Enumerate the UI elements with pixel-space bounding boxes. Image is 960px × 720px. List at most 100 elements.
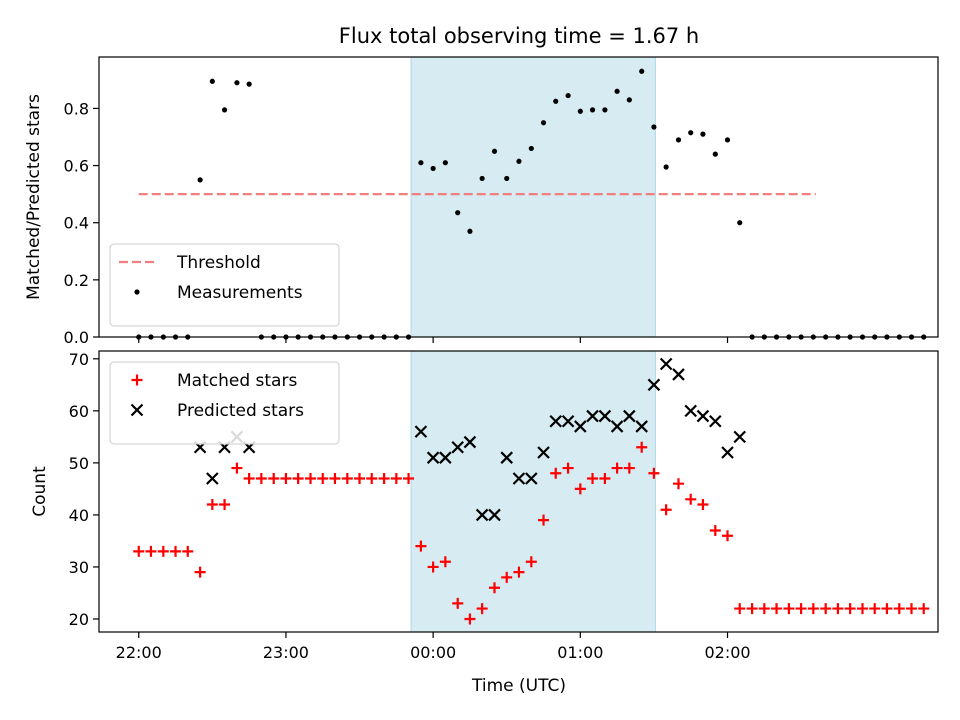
data-point bbox=[697, 499, 709, 511]
y-tick-label: 40 bbox=[69, 506, 89, 525]
data-point bbox=[598, 409, 612, 423]
data-point bbox=[305, 472, 317, 484]
data-point bbox=[403, 472, 415, 484]
data-point bbox=[538, 514, 550, 526]
data-point bbox=[516, 158, 522, 164]
data-point bbox=[317, 472, 329, 484]
data-point bbox=[489, 582, 501, 594]
data-point bbox=[893, 603, 905, 615]
data-point bbox=[660, 504, 672, 516]
data-point bbox=[418, 160, 424, 166]
data-point bbox=[675, 137, 682, 143]
data-point bbox=[463, 435, 477, 449]
legend: Threshold Measurements bbox=[109, 243, 340, 327]
data-point bbox=[476, 603, 488, 615]
y-tick-label: 0.0 bbox=[64, 328, 89, 347]
data-point bbox=[219, 499, 231, 511]
data-point bbox=[354, 472, 366, 484]
data-point bbox=[832, 603, 844, 615]
data-point bbox=[709, 525, 721, 537]
data-point bbox=[504, 175, 510, 182]
data-point bbox=[243, 472, 255, 484]
data-point bbox=[906, 603, 918, 615]
data-point bbox=[586, 409, 599, 423]
data-point bbox=[427, 561, 439, 573]
data-point bbox=[479, 175, 485, 182]
data-point bbox=[512, 472, 526, 485]
y-tick-label: 20 bbox=[69, 610, 89, 629]
data-point bbox=[464, 613, 476, 625]
y-axis-label: Count bbox=[30, 466, 50, 517]
data-point bbox=[452, 597, 464, 609]
y-tick-label: 60 bbox=[69, 402, 89, 421]
data-point bbox=[234, 80, 240, 86]
x-tick-label: 00:00 bbox=[410, 643, 456, 662]
data-point bbox=[194, 566, 206, 578]
data-point bbox=[500, 451, 514, 464]
data-point bbox=[565, 92, 571, 99]
data-point bbox=[577, 108, 583, 114]
data-point bbox=[537, 446, 550, 459]
data-point bbox=[430, 165, 436, 172]
y-tick-label: 0.4 bbox=[64, 214, 89, 233]
data-point bbox=[771, 603, 783, 615]
data-point bbox=[869, 603, 881, 615]
data-point bbox=[562, 462, 574, 474]
data-point bbox=[550, 467, 562, 479]
data-point bbox=[636, 441, 648, 453]
data-point bbox=[574, 483, 586, 495]
data-point bbox=[574, 420, 587, 433]
plot-frame bbox=[98, 56, 939, 338]
legend-swatch bbox=[134, 289, 140, 295]
x-axis-label: Time (UTC) bbox=[471, 676, 566, 696]
data-point bbox=[197, 177, 203, 183]
data-point bbox=[501, 571, 513, 583]
legend-swatch bbox=[130, 403, 144, 417]
data-point bbox=[758, 603, 770, 615]
data-point bbox=[611, 462, 623, 474]
y-tick-label: 0.8 bbox=[64, 99, 89, 118]
data-point bbox=[881, 603, 893, 615]
data-point bbox=[553, 98, 559, 104]
y-tick-label: 0.6 bbox=[64, 157, 89, 176]
data-point bbox=[133, 545, 145, 557]
data-point bbox=[672, 478, 684, 490]
data-point bbox=[157, 545, 169, 557]
data-point bbox=[587, 472, 599, 484]
y-tick-label: 0.2 bbox=[64, 271, 89, 290]
x-tick-label: 22:00 bbox=[116, 643, 162, 662]
data-point bbox=[475, 508, 489, 522]
legend-label: Threshold bbox=[176, 253, 261, 273]
data-point bbox=[451, 440, 464, 454]
data-point bbox=[724, 137, 731, 143]
data-point bbox=[525, 472, 538, 485]
data-point bbox=[623, 409, 636, 423]
data-point bbox=[737, 220, 743, 226]
ratio-panel: 0.0 0.2 0.4 0.6 0.8 Matched/Predicted stars Th… bbox=[24, 56, 939, 347]
observing-window-band bbox=[410, 56, 656, 338]
data-point bbox=[455, 210, 461, 216]
data-point bbox=[700, 131, 706, 137]
data-point bbox=[602, 107, 608, 113]
data-point bbox=[610, 420, 624, 433]
data-point bbox=[856, 603, 868, 615]
y-tick-label: 70 bbox=[69, 350, 89, 369]
data-point bbox=[525, 556, 537, 568]
data-point bbox=[246, 81, 252, 87]
data-point bbox=[513, 566, 525, 578]
data-point bbox=[688, 130, 694, 136]
data-point bbox=[221, 107, 228, 113]
data-point bbox=[488, 508, 501, 522]
data-point bbox=[635, 420, 648, 433]
data-point bbox=[614, 88, 620, 94]
data-point bbox=[491, 148, 498, 154]
data-point bbox=[268, 472, 280, 484]
data-point bbox=[540, 120, 547, 126]
data-point bbox=[918, 603, 930, 615]
data-point bbox=[182, 545, 194, 557]
data-point bbox=[426, 451, 440, 464]
data-point bbox=[599, 472, 611, 484]
y-tick-label: 30 bbox=[69, 558, 89, 577]
y-tick-label: 50 bbox=[69, 454, 89, 473]
data-point bbox=[255, 472, 267, 484]
